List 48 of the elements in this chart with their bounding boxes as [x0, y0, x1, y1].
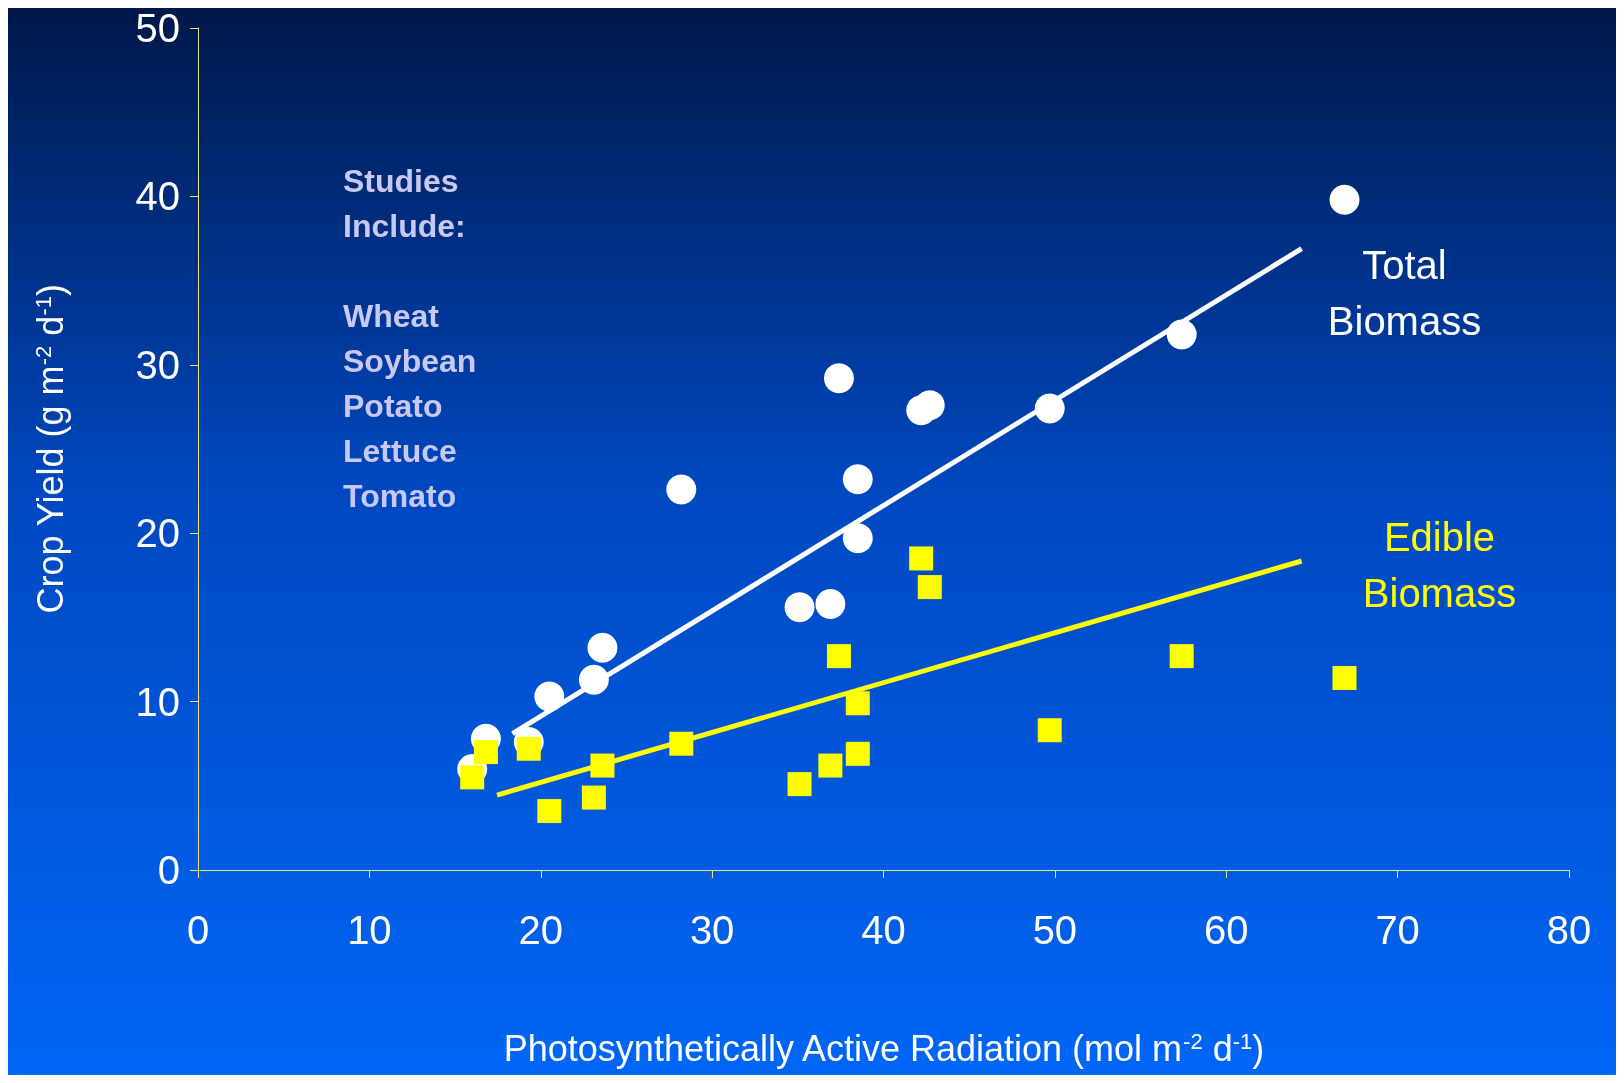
x-tick-label: 0	[186, 908, 210, 952]
point	[917, 575, 942, 600]
point	[909, 546, 934, 571]
point	[1037, 718, 1062, 743]
x-tick-label: 10	[347, 908, 392, 952]
point	[845, 741, 870, 766]
point	[787, 772, 812, 797]
point	[1034, 393, 1065, 424]
y-tick-label: 50	[135, 6, 180, 50]
y-tick-label: 40	[135, 174, 180, 219]
point	[818, 753, 843, 778]
point	[581, 785, 606, 810]
point	[578, 664, 609, 695]
point	[537, 799, 562, 824]
text: Studies Include: Wheat Soybean Potato Lettuce Tomato	[343, 162, 477, 514]
point	[1329, 184, 1360, 215]
point	[845, 691, 870, 716]
x-tick-label: 80	[1546, 908, 1592, 952]
point	[516, 736, 541, 761]
x-tick-label: 20	[518, 908, 563, 952]
point	[587, 632, 618, 663]
series-label: Total Biomass	[1327, 242, 1482, 343]
point	[842, 464, 873, 495]
point	[1169, 644, 1194, 669]
point	[666, 474, 697, 505]
point	[815, 588, 846, 619]
point	[473, 740, 498, 765]
y-tick-label: 30	[135, 342, 180, 387]
point	[669, 731, 694, 756]
x-tick-label: 50	[1032, 908, 1078, 952]
point	[823, 363, 854, 394]
point	[842, 523, 873, 554]
point	[534, 681, 565, 712]
y-tick-label: 20	[135, 511, 180, 556]
y-tick-label: 10	[135, 679, 180, 724]
y-axis-title: Crop Yield (g m-2 d-1)	[29, 284, 71, 614]
point	[784, 592, 815, 623]
x-tick-label: 30	[689, 908, 735, 952]
point	[1166, 319, 1197, 350]
series-label: Edible Biomass	[1362, 515, 1517, 616]
point	[460, 765, 485, 790]
point	[590, 753, 615, 778]
x-tick-label: 60	[1204, 908, 1249, 952]
x-tick-label: 70	[1375, 908, 1420, 952]
y-tick-label: 0	[157, 848, 180, 892]
point	[826, 644, 851, 669]
x-tick-label: 40	[861, 908, 906, 952]
point	[1332, 666, 1357, 691]
